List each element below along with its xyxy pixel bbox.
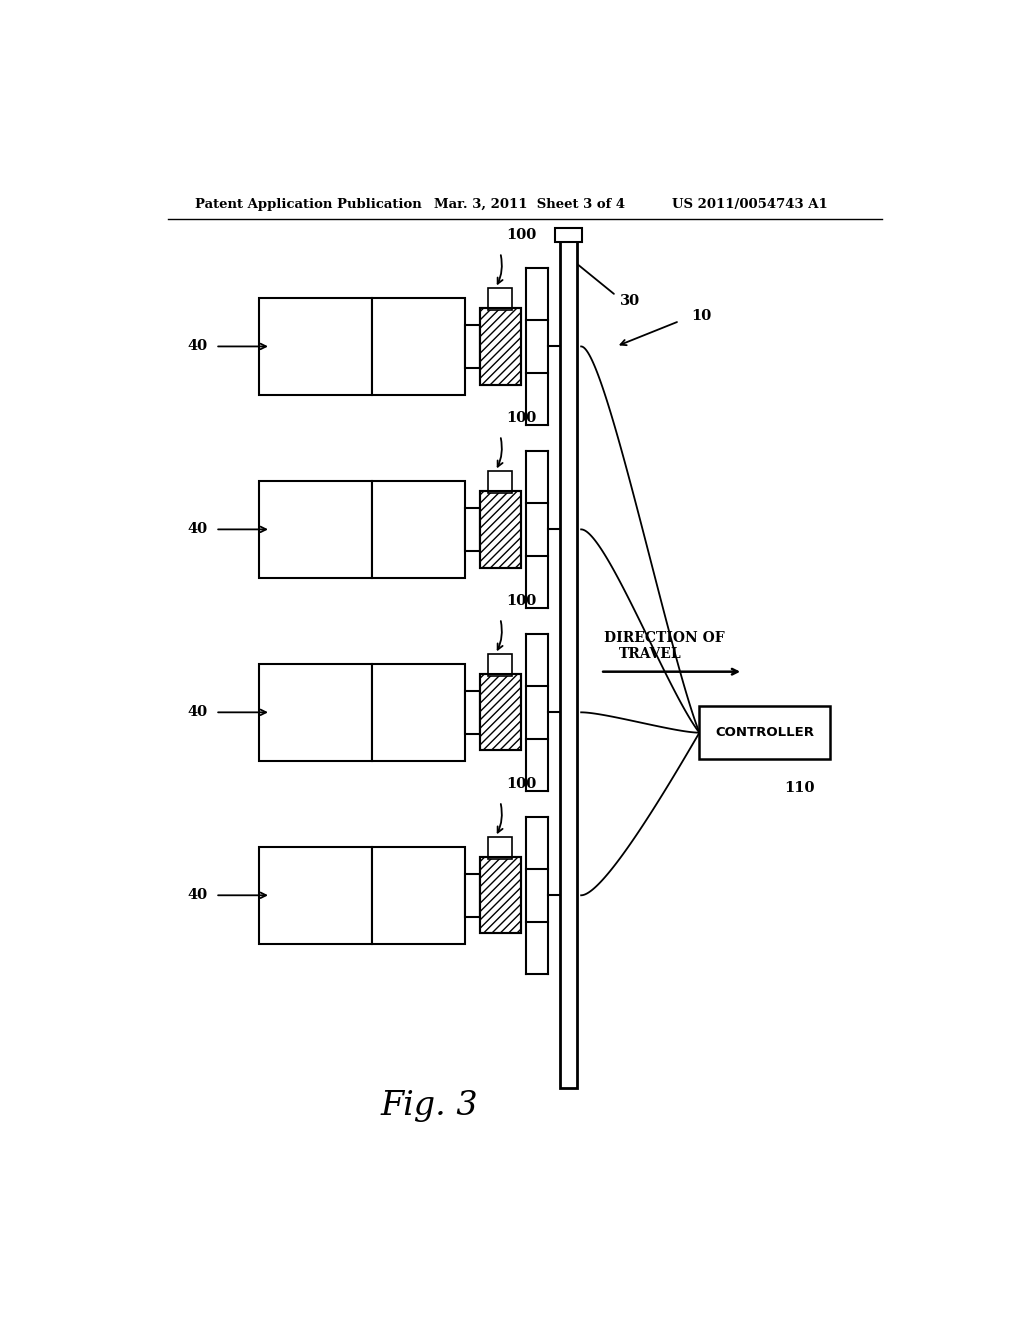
Text: Fig. 3: Fig. 3 — [381, 1090, 478, 1122]
Text: 10: 10 — [691, 309, 712, 323]
Text: 110: 110 — [784, 781, 815, 796]
Bar — [488, 471, 512, 494]
Bar — [259, 298, 373, 395]
Bar — [479, 309, 521, 384]
Bar — [479, 857, 521, 933]
Text: TRAVEL: TRAVEL — [618, 647, 681, 661]
Bar — [479, 675, 521, 751]
Text: 40: 40 — [187, 705, 207, 719]
Bar — [259, 480, 373, 578]
Text: 40: 40 — [187, 523, 207, 536]
Bar — [465, 874, 479, 916]
Bar — [259, 847, 373, 944]
Bar — [488, 837, 512, 859]
Text: CONTROLLER: CONTROLLER — [716, 726, 814, 739]
Bar — [479, 491, 521, 568]
Bar — [465, 325, 479, 368]
Bar — [373, 298, 465, 395]
Bar — [373, 480, 465, 578]
Bar — [479, 309, 521, 384]
Bar — [699, 706, 830, 759]
Text: 100: 100 — [506, 412, 536, 425]
Bar — [555, 227, 582, 242]
Bar — [488, 288, 512, 310]
Bar — [465, 690, 479, 734]
Text: DIRECTION OF: DIRECTION OF — [604, 631, 725, 645]
Text: US 2011/0054743 A1: US 2011/0054743 A1 — [672, 198, 827, 211]
Text: Mar. 3, 2011  Sheet 3 of 4: Mar. 3, 2011 Sheet 3 of 4 — [433, 198, 625, 211]
Text: 100: 100 — [506, 777, 536, 791]
Bar — [488, 653, 512, 676]
Bar — [479, 675, 521, 751]
Text: 100: 100 — [506, 594, 536, 609]
Text: 100: 100 — [506, 228, 536, 243]
Bar — [259, 664, 373, 760]
Bar — [373, 664, 465, 760]
Bar — [479, 857, 521, 933]
Bar — [465, 508, 479, 550]
Bar — [373, 847, 465, 944]
Bar — [479, 491, 521, 568]
Text: Patent Application Publication: Patent Application Publication — [196, 198, 422, 211]
Bar — [560, 235, 578, 1089]
Text: 40: 40 — [187, 888, 207, 903]
Text: 40: 40 — [187, 339, 207, 354]
Text: 30: 30 — [621, 293, 640, 308]
